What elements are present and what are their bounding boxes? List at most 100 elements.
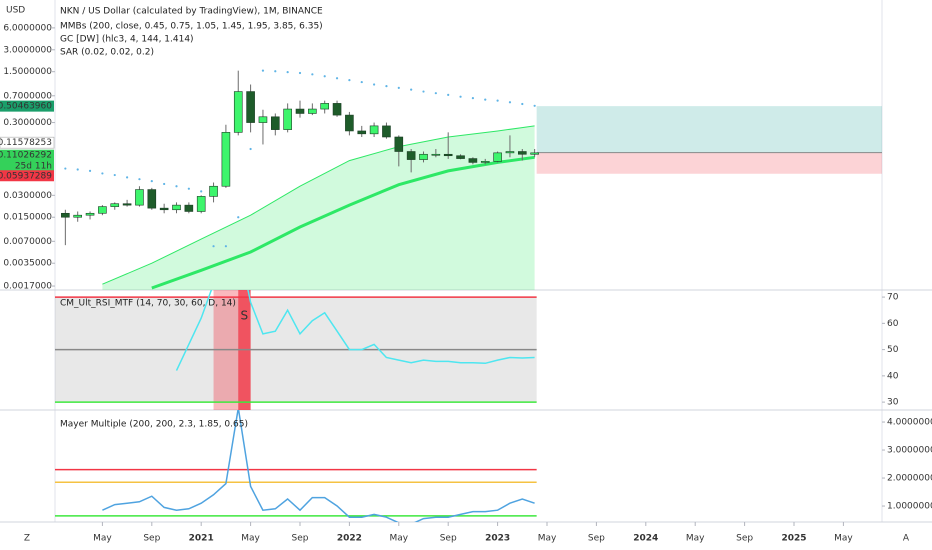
sar-dot: [434, 92, 437, 95]
candle-body: [517, 151, 527, 155]
mayer-pane: [55, 410, 537, 522]
candle-body: [147, 189, 157, 209]
y-tick-label: 0.0070000: [3, 237, 52, 247]
sar-dot: [249, 147, 252, 151]
sar-dot: [88, 169, 92, 172]
candle-body: [246, 91, 255, 123]
sar-dot: [447, 93, 450, 96]
candle-body: [73, 214, 82, 218]
candle-body: [184, 204, 194, 212]
candle-body: [456, 155, 465, 159]
candle-body: [357, 130, 367, 135]
candle-body: [159, 207, 169, 211]
candle-body: [61, 212, 70, 218]
sar-dot: [521, 102, 524, 106]
band-upper: [102, 125, 535, 285]
candle-body: [196, 196, 206, 212]
sar-dot: [101, 172, 104, 175]
sar-dot: [200, 190, 203, 193]
sar-dot: [385, 85, 388, 88]
candle-body: [295, 108, 305, 114]
sar-dot: [360, 80, 363, 84]
sar-dot: [237, 216, 240, 219]
sar-dot: [410, 88, 413, 91]
position-stop-zone: [536, 152, 882, 174]
candle-body: [505, 151, 515, 154]
candle-body: [332, 103, 342, 116]
y-tick-label: 0.0150000: [3, 213, 52, 223]
candle-body: [419, 153, 428, 160]
indicator-legend[interactable]: SAR (0.02, 0.02, 0.2): [60, 48, 154, 58]
candle-body: [480, 161, 490, 163]
indicator-legend[interactable]: MMBs (200, close, 0.45, 0.75, 1.05, 1.45…: [60, 22, 323, 32]
candle-body: [270, 116, 280, 130]
candle-body: [135, 189, 144, 206]
sar-dot: [64, 167, 67, 170]
sar-dot: [335, 77, 339, 80]
sar-dot: [212, 245, 215, 248]
price-tag: [0, 136, 55, 149]
sar-dot: [533, 104, 536, 107]
sar-dot: [224, 245, 227, 248]
rsi-pane: [55, 290, 537, 410]
position-target-zone: [536, 106, 882, 153]
y-tick-label: 4.00000000: [887, 418, 932, 428]
timezone-button[interactable]: Z: [24, 534, 30, 544]
price-tag: [0, 100, 54, 112]
candle-body: [98, 206, 107, 214]
y-tick-label: 0.0300000: [3, 191, 52, 201]
y-tick-label: 1.5000000: [3, 67, 52, 77]
candle-body: [320, 103, 330, 110]
band-fill: [102, 125, 535, 290]
x-tick-label: 2022: [337, 534, 362, 544]
sar-dot: [508, 101, 512, 104]
candle-body: [345, 114, 354, 132]
y-tick-label: 60: [887, 319, 899, 329]
candle-body: [122, 203, 132, 206]
auto-scale-button[interactable]: A: [903, 534, 910, 544]
candle-body: [406, 151, 416, 160]
indicator-line: [102, 410, 535, 522]
x-tick-label: 2023: [485, 534, 510, 544]
sar-dot: [126, 176, 129, 179]
x-tick-label: Sep: [143, 534, 160, 544]
indicator-legend[interactable]: Mayer Multiple (200, 200, 2.3, 1.85, 0.6…: [60, 420, 248, 430]
sar-dot: [484, 98, 487, 101]
signal-label: S: [240, 309, 248, 323]
symbol-title[interactable]: NKN / US Dollar (calculated by TradingVi…: [60, 7, 323, 17]
sar-dot: [496, 99, 499, 102]
sar-dot: [150, 180, 153, 183]
band-basis: [151, 155, 535, 290]
y-tick-label: 6.0000000: [3, 23, 52, 33]
x-tick-label: Sep: [292, 534, 309, 544]
price-tag-label: 0.11578253: [0, 138, 52, 148]
y-tick-label: 40: [887, 371, 899, 381]
overlay: USD NKN / US Dollar (calculated by Tradi…: [0, 6, 932, 544]
indicator-legend[interactable]: GC [DW] (hlc3, 4, 144, 1.414): [60, 35, 194, 45]
x-tick-label: 2024: [633, 534, 658, 544]
x-tick-label: May: [538, 534, 557, 544]
y-tick-label: 70: [887, 293, 899, 303]
y-tick-label: 50: [887, 345, 899, 355]
x-tick-label: May: [686, 534, 705, 544]
main-pane: [61, 69, 882, 290]
price-tag-label: 0.50463960: [0, 102, 52, 112]
candle-body: [468, 158, 478, 163]
sar-dot: [459, 95, 462, 98]
sar-dot: [348, 78, 351, 82]
x-tick-label: May: [93, 534, 112, 544]
x-tick-label: Sep: [588, 534, 605, 544]
candle-body: [172, 204, 181, 211]
indicator-legend[interactable]: CM_Ult_RSI_MTF (14, 70, 30, 60, D, 14): [60, 299, 236, 309]
price-tag: [0, 170, 54, 182]
sar-dot: [373, 83, 376, 86]
price-tag: [0, 149, 54, 172]
y-tick-label: 3.00000000: [887, 446, 932, 456]
sar-dot: [138, 178, 141, 181]
sar-dot: [422, 90, 425, 93]
x-tick-label: May: [389, 534, 408, 544]
price-tag-countdown: 25d 11h: [15, 162, 52, 172]
candle-body: [493, 152, 502, 162]
